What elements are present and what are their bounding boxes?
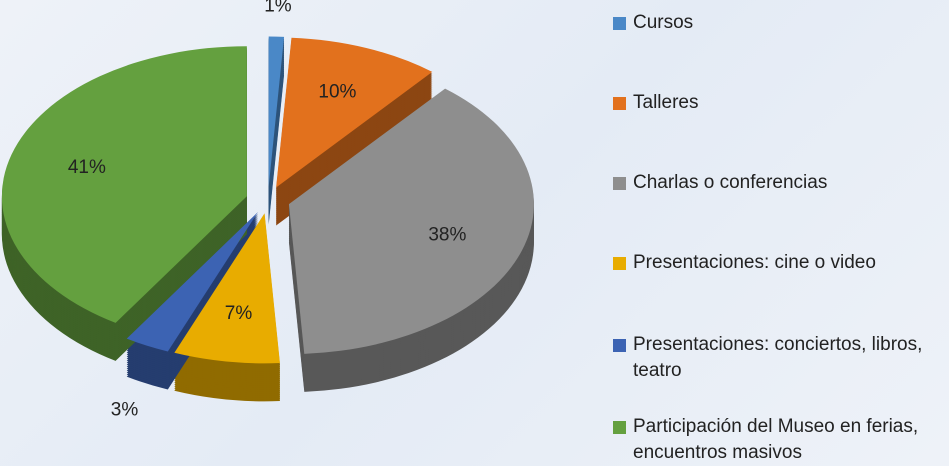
legend: Cursos Talleres Charlas o conferencias Pres… <box>613 0 949 466</box>
legend-label: Participación del Museo en ferias, encue… <box>633 416 919 463</box>
legend-swatch <box>613 17 626 30</box>
legend-swatch <box>613 257 626 270</box>
data-label: 7% <box>225 303 253 324</box>
legend-swatch <box>613 177 626 190</box>
slice <box>1 46 247 323</box>
legend-item: Talleres <box>613 90 943 116</box>
slice <box>268 36 285 187</box>
legend-label: Presentaciones: conciertos, libros, teat… <box>633 334 923 381</box>
data-label: 1% <box>264 0 292 17</box>
legend-item: Cursos <box>613 10 943 36</box>
legend-item: Presentaciones: cine o video <box>613 250 943 276</box>
legend-swatch <box>613 97 626 110</box>
slice <box>126 212 259 352</box>
data-label: 41% <box>68 157 106 178</box>
legend-item: Participación del Museo en ferias, encue… <box>613 414 943 466</box>
pie-area: 1% 10% 38% 7% 3% 41% <box>1 0 534 420</box>
data-label: 3% <box>111 399 139 420</box>
legend-item: Presentaciones: conciertos, libros, teat… <box>613 332 943 384</box>
legend-swatch <box>613 339 626 352</box>
legend-label: Charlas o conferencias <box>633 172 828 193</box>
slice <box>174 213 280 364</box>
legend-label: Presentaciones: cine o video <box>633 252 876 273</box>
legend-swatch <box>613 421 626 434</box>
slice <box>276 37 433 188</box>
slice <box>288 88 534 354</box>
legend-label: Cursos <box>633 12 694 33</box>
data-label: 10% <box>318 82 356 103</box>
legend-label: Talleres <box>633 92 699 113</box>
legend-item: Charlas o conferencias <box>613 170 943 196</box>
data-label: 38% <box>428 225 466 246</box>
